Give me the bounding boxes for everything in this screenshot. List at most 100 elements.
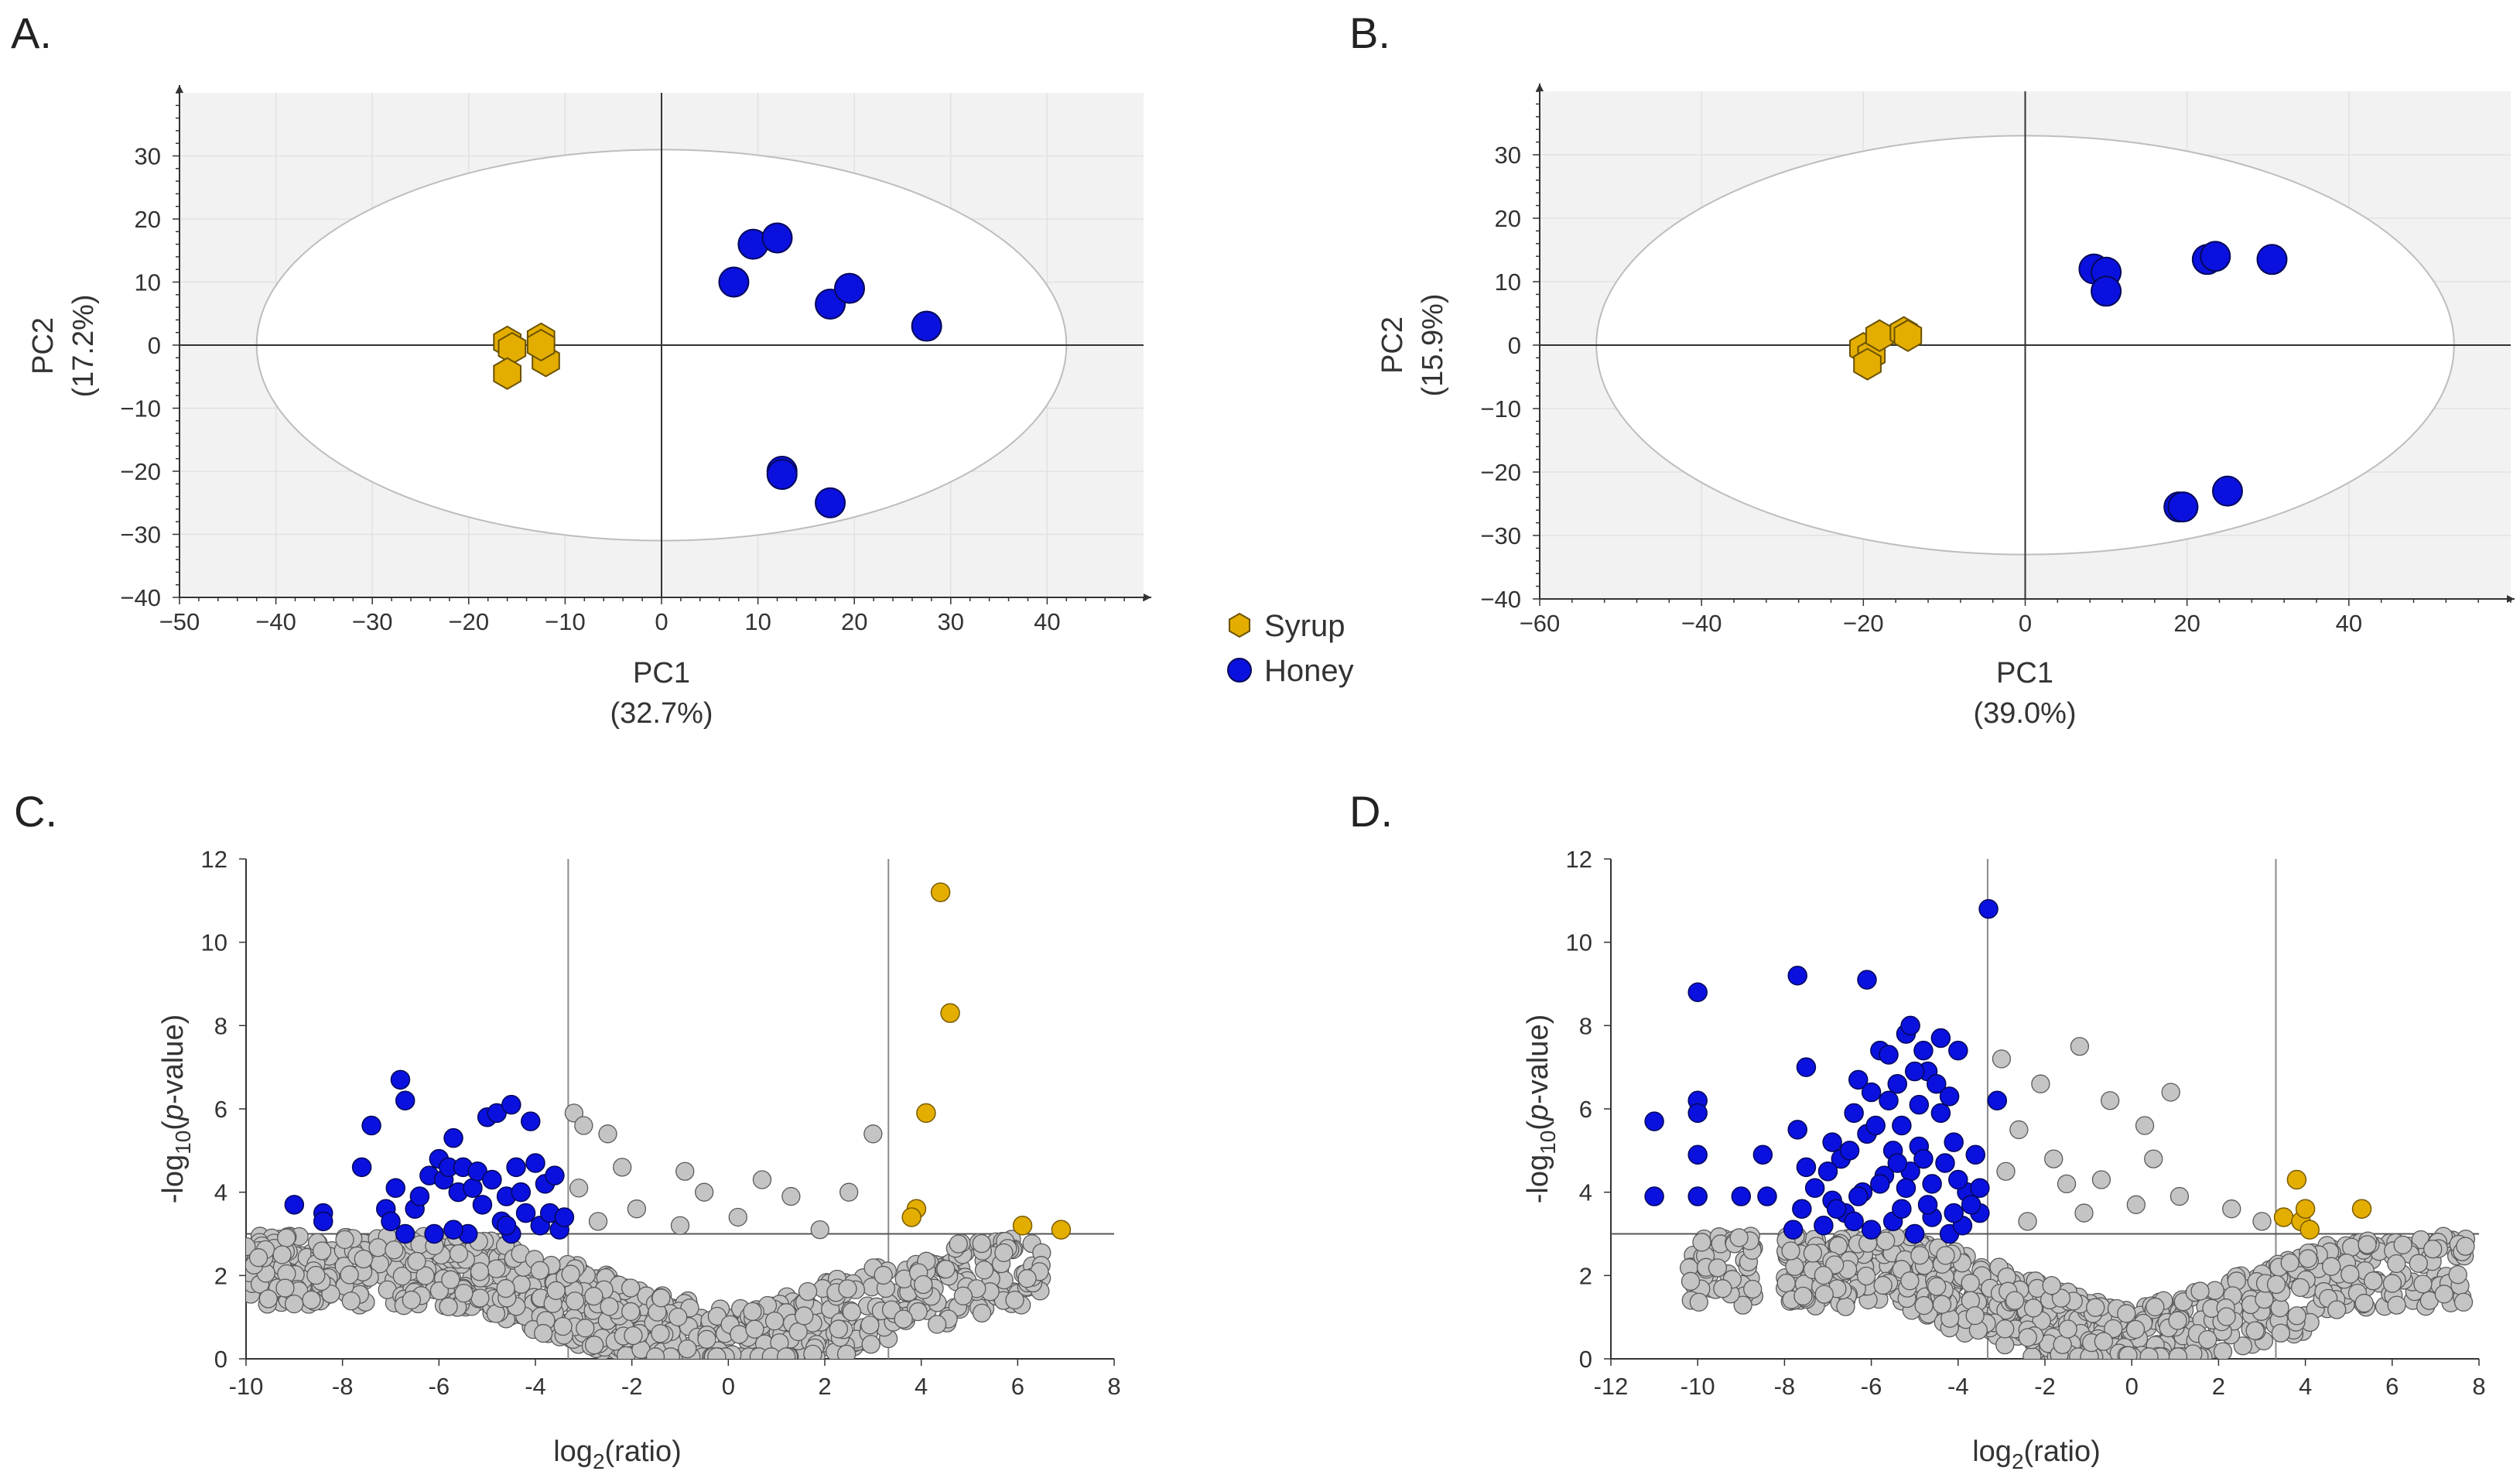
honey-significant-point (1900, 1015, 1920, 1036)
honey-point (911, 310, 942, 342)
honey-significant-point (1839, 1141, 1860, 1161)
honey-point (761, 222, 793, 254)
nonsignificant-point (2409, 1254, 2428, 1273)
syrup-significant-point (940, 1003, 960, 1023)
y-tick-label: 10 (135, 269, 161, 296)
nonsignificant-point (860, 1315, 880, 1335)
nonsignificant-point (838, 1279, 857, 1298)
x-tick-label: -8 (332, 1373, 354, 1400)
legend-item-syrup: Syrup (1229, 609, 1345, 643)
y-tick-label: 4 (1579, 1179, 1592, 1206)
nonsignificant-point (2255, 1289, 2274, 1309)
nonsignificant-point (953, 1286, 973, 1305)
nonsignificant-point (803, 1344, 822, 1359)
honey-significant-point (1687, 1144, 1708, 1165)
honey-significant-point (1930, 1028, 1951, 1049)
nonsignificant-point (2022, 1346, 2042, 1359)
y-axis-arrow-icon (1536, 84, 1544, 91)
syrup-significant-point (916, 1103, 936, 1124)
y-tick-label: 2 (1579, 1262, 1592, 1289)
nonsignificant-point (2094, 1332, 2113, 1351)
nonsignificant-point (695, 1182, 714, 1202)
zero-lines (1540, 91, 2511, 599)
nonsignificant-point (600, 1297, 619, 1316)
honey-significant-point (424, 1223, 444, 1244)
nonsignificant-point (651, 1288, 671, 1308)
nonsignificant-point (621, 1278, 641, 1298)
panel-label-d: D. (1349, 787, 1393, 836)
honey-significant-point (1804, 1178, 1825, 1199)
nonsignificant-point (407, 1251, 426, 1271)
nonsignificant-point (2070, 1037, 2090, 1056)
nonsignificant-point (972, 1233, 991, 1254)
nonsignificant-point (2058, 1319, 2077, 1339)
honey-point (833, 272, 865, 304)
nonsignificant-point (707, 1347, 727, 1359)
nonsignificant-point (994, 1243, 1014, 1262)
honey-significant-point (1844, 1103, 1864, 1124)
honey-significant-point (1844, 1211, 1864, 1232)
nonsignificant-point (2144, 1149, 2163, 1168)
nonsignificant-point (2190, 1281, 2210, 1301)
nonsignificant-point (836, 1344, 857, 1359)
honey-significant-point (1909, 1094, 1930, 1115)
nonsignificant-point (949, 1234, 968, 1254)
nonsignificant-point (2168, 1347, 2188, 1359)
nonsignificant-point (1996, 1162, 2016, 1181)
honey-significant-point (554, 1207, 575, 1227)
nonsignificant-point (258, 1289, 278, 1309)
nonsignificant-point (2341, 1237, 2361, 1257)
y-tick-label: −30 (1480, 522, 1521, 549)
nonsignificant-point (675, 1162, 695, 1181)
nonsignificant-point (2233, 1336, 2253, 1356)
nonsignificant-point (335, 1230, 354, 1250)
nonsignificant-point (764, 1311, 785, 1331)
nonsignificant-point (2298, 1249, 2318, 1268)
nonsignificant-point (2382, 1274, 2402, 1293)
nonsignificant-point (2118, 1346, 2138, 1359)
y-tick-label: 2 (214, 1262, 227, 1289)
nonsignificant-point (788, 1322, 808, 1342)
nonsignificant-point (1900, 1271, 1920, 1291)
honey-significant-point (381, 1211, 401, 1232)
nonsignificant-point (487, 1259, 506, 1278)
nonsignificant-point (781, 1186, 801, 1206)
x-axis-title: log2(ratio) (1972, 1435, 2101, 1473)
y-tick-label: −20 (1480, 459, 1521, 486)
nonsignificant-point (429, 1281, 450, 1301)
y-tick-label: 6 (1579, 1096, 1592, 1123)
nonsignificant-point (2161, 1083, 2180, 1102)
panel-label-b: B. (1349, 9, 1390, 57)
honey-significant-point (496, 1215, 517, 1236)
nonsignificant-point (321, 1284, 340, 1304)
nonsignificant-point (496, 1278, 515, 1298)
honey-significant-point (1814, 1215, 1834, 1236)
x-axis-title: log2(ratio) (553, 1435, 682, 1473)
honey-significant-point (1927, 1073, 1947, 1094)
nonsignificant-point (2252, 1212, 2272, 1231)
honey-significant-point (1792, 1199, 1812, 1219)
honey-significant-point (1861, 1220, 1882, 1240)
nonsignificant-point (2126, 1195, 2146, 1214)
honey-point (815, 487, 846, 518)
honey-significant-point (1896, 1178, 1916, 1199)
nonsignificant-point (2354, 1293, 2374, 1313)
pca-score-plot-a: A. −50 −40 −30 −20 −10 0 10 20 30 40−40−30−20−100… (11, 9, 1151, 730)
nonsignificant-point (1814, 1265, 1834, 1285)
data-points (1644, 898, 2476, 1359)
nonsignificant-point (624, 1326, 643, 1346)
x-tick-label: 0 (655, 608, 668, 635)
honey-significant-point (284, 1195, 305, 1215)
honey-significant-point (1783, 1220, 1804, 1240)
honey-significant-point (521, 1111, 541, 1131)
axes: −50 −40 −30 −20 −10 0 10 20 30 40−40−30−20−100102… (120, 85, 1151, 635)
honey-significant-point (1857, 970, 1877, 990)
nonsignificant-point (678, 1339, 697, 1359)
nonsignificant-point (561, 1264, 580, 1284)
y-axis-title: PC2 (27, 317, 60, 375)
honey-significant-point (361, 1115, 381, 1136)
y-axis-percent: (17.2%) (67, 294, 100, 397)
nonsignificant-point (2217, 1307, 2236, 1326)
nonsignificant-point (1729, 1228, 1749, 1247)
